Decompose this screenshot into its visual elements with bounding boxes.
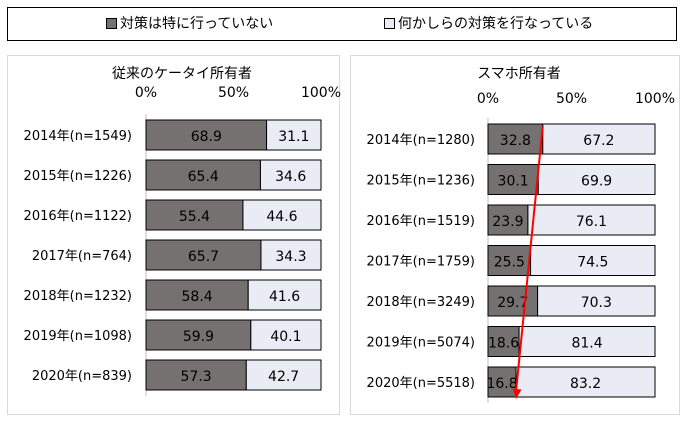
data-label: 23.9 <box>492 214 523 230</box>
feature-phone-chart-panel: 従来のケータイ所有者 0% 50% 100% 2014年(n=1549) 68.9 31.1… <box>7 55 341 415</box>
data-label: 31.1 <box>278 129 309 145</box>
bar-segment <box>527 204 656 236</box>
bar-segment <box>518 326 656 357</box>
smartphone-chart-panel: スマホ所有者 0% 50% 100% 2014年(n=1280) 32.8 67.2 2015… <box>350 55 680 415</box>
x-tick-label: 0% <box>135 85 157 101</box>
data-label: 65.4 <box>188 169 219 185</box>
data-label: 30.1 <box>498 174 529 190</box>
bar-segment <box>487 285 539 317</box>
feature-phone-chart: 従来のケータイ所有者 0% 50% 100% 2014年(n=1549) 68.9 31.1… <box>24 66 341 396</box>
data-label: 67.2 <box>583 133 614 149</box>
x-tick-label: 100% <box>301 85 341 101</box>
data-label: 59.9 <box>183 329 214 345</box>
bar-segment <box>250 319 322 351</box>
bar-segment <box>247 279 322 311</box>
data-label: 42.7 <box>268 369 299 385</box>
data-label: 57.3 <box>181 369 212 385</box>
bar-segment <box>145 159 261 191</box>
category-label: 2016年(n=1122) <box>24 209 132 224</box>
category-label: 2014年(n=1549) <box>24 129 132 144</box>
data-label: 34.3 <box>275 249 306 265</box>
bar-segment <box>145 279 249 311</box>
data-label: 68.9 <box>191 129 222 145</box>
data-label: 32.8 <box>500 133 531 149</box>
category-label: 2016年(n=1519) <box>367 214 475 229</box>
bar-segment <box>487 164 539 195</box>
category-label: 2019年(n=5074) <box>367 336 475 351</box>
data-label: 55.4 <box>179 209 210 225</box>
data-label: 58.4 <box>182 289 213 305</box>
bar-segment <box>542 123 656 155</box>
data-label: 76.1 <box>576 214 607 230</box>
bar-segment <box>537 164 656 195</box>
smartphone-chart: スマホ所有者 0% 50% 100% 2014年(n=1280) 32.8 67.2 2015… <box>367 66 675 403</box>
data-label: 40.1 <box>270 329 301 345</box>
legend-label: 何かしらの対策を行なっている <box>398 16 594 32</box>
bar-segment <box>266 119 322 151</box>
x-tick-label: 50% <box>218 85 249 101</box>
data-label: 25.5 <box>494 255 525 271</box>
data-label: 29.7 <box>497 295 528 311</box>
data-label: 81.4 <box>571 336 602 352</box>
bar-segment <box>487 245 532 276</box>
chart-title: スマホ所有者 <box>477 66 561 82</box>
category-label: 2020年(n=839) <box>32 369 132 384</box>
category-label: 2018年(n=1232) <box>24 289 132 304</box>
bar-segment <box>145 319 252 351</box>
category-label: 2019年(n=1098) <box>24 329 132 344</box>
category-label: 2018年(n=3249) <box>367 295 475 310</box>
x-tick-label: 50% <box>556 91 587 107</box>
data-label: 16.8 <box>486 376 517 392</box>
bar-segment <box>242 199 322 231</box>
category-label: 2020年(n=5518) <box>367 376 475 391</box>
data-label: 34.6 <box>275 169 306 185</box>
bar-segment <box>145 359 247 391</box>
legend-swatch <box>384 18 395 29</box>
data-label: 44.6 <box>266 209 297 225</box>
data-label: 83.2 <box>570 376 601 392</box>
data-label: 69.9 <box>581 174 612 190</box>
trend-arrow-line <box>515 125 544 392</box>
data-label: 70.3 <box>581 295 612 311</box>
x-tick-label: 0% <box>477 91 499 107</box>
legend-swatch <box>106 18 117 29</box>
bar-segment <box>530 245 656 276</box>
data-label: 41.6 <box>269 289 300 305</box>
bar-segment <box>245 359 322 391</box>
legend-label: 対策は特に行っていない <box>120 16 274 32</box>
x-tick-label: 100% <box>635 91 675 107</box>
category-label: 2014年(n=1280) <box>367 133 475 148</box>
category-label: 2015年(n=1226) <box>24 169 132 184</box>
legend-box: 対策は特に行っていない 何かしらの対策を行なっている <box>7 7 677 41</box>
legend-item-some-measures: 何かしらの対策を行なっている <box>384 16 593 32</box>
data-label: 74.5 <box>577 255 608 271</box>
chart-title: 従来のケータイ所有者 <box>112 66 252 82</box>
bar-segment <box>487 326 520 357</box>
category-label: 2015年(n=1236) <box>367 174 475 189</box>
bar-segment <box>515 366 656 398</box>
bar-segment <box>260 239 322 271</box>
category-label: 2017年(n=1759) <box>367 255 475 270</box>
data-label: 18.6 <box>488 336 519 352</box>
bar-segment <box>487 366 517 398</box>
legend-item-no-measures: 対策は特に行っていない <box>106 16 273 32</box>
category-label: 2017年(n=764) <box>32 249 132 264</box>
bar-segment <box>537 285 656 317</box>
bar-segment <box>487 123 544 155</box>
bar-segment <box>259 159 322 191</box>
trend-arrow-head <box>512 388 522 399</box>
data-label: 65.7 <box>188 249 219 265</box>
